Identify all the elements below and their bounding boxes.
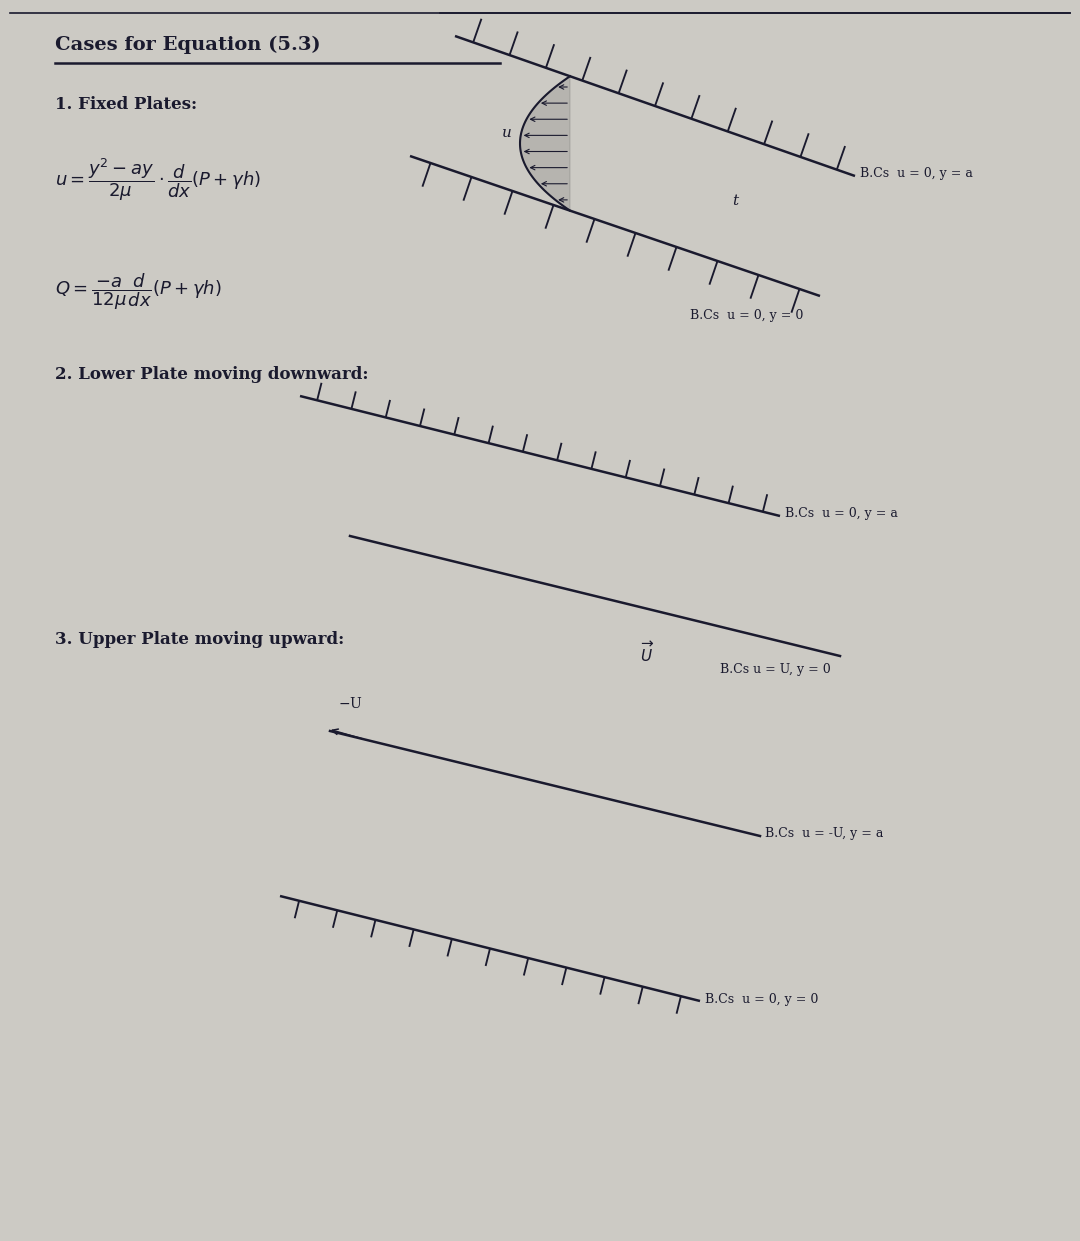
Text: t: t [732, 194, 738, 207]
Polygon shape [519, 76, 570, 211]
Text: B.Cs  u = 0, y = a: B.Cs u = 0, y = a [785, 506, 897, 520]
Text: 2. Lower Plate moving downward:: 2. Lower Plate moving downward: [55, 366, 368, 383]
Text: B.Cs  u = -U, y = a: B.Cs u = -U, y = a [765, 827, 883, 839]
Text: $-$U: $-$U [338, 695, 363, 711]
Text: u: u [502, 127, 512, 140]
Text: B.Cs  u = 0, y = a: B.Cs u = 0, y = a [860, 166, 973, 180]
Text: B.Cs  u = 0, y = 0: B.Cs u = 0, y = 0 [705, 993, 819, 1005]
Text: $\overrightarrow{U}$: $\overrightarrow{U}$ [640, 640, 654, 665]
Text: $Q = \dfrac{-a}{12\mu} \dfrac{d}{dx}(P + \gamma h)$: $Q = \dfrac{-a}{12\mu} \dfrac{d}{dx}(P +… [55, 271, 221, 311]
Text: Cases for Equation (5.3): Cases for Equation (5.3) [55, 36, 321, 55]
Text: 3. Upper Plate moving upward:: 3. Upper Plate moving upward: [55, 630, 345, 648]
Text: B.Cs u = U, y = 0: B.Cs u = U, y = 0 [720, 663, 831, 675]
Text: $u = \dfrac{y^2 - ay}{2\mu} \cdot \dfrac{d}{dx}(P + \gamma h)$: $u = \dfrac{y^2 - ay}{2\mu} \cdot \dfrac… [55, 156, 261, 202]
Text: B.Cs  u = 0, y = 0: B.Cs u = 0, y = 0 [690, 309, 804, 323]
Text: 1. Fixed Plates:: 1. Fixed Plates: [55, 96, 198, 113]
